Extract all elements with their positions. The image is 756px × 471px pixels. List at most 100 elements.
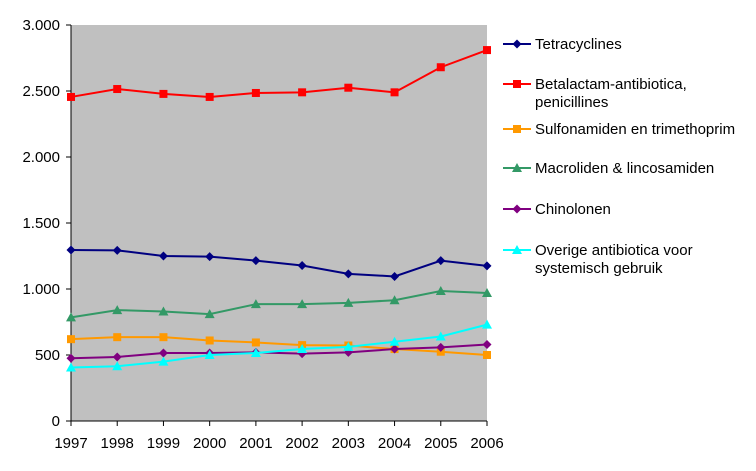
axes: 0 500 1.000 1.500 2.000 2.500 3.000 1997 1998 199… bbox=[22, 17, 503, 452]
data-point bbox=[159, 89, 168, 98]
data-point bbox=[343, 297, 354, 307]
data-point bbox=[482, 339, 492, 349]
data-point bbox=[66, 312, 76, 322]
data-point bbox=[297, 261, 307, 271]
plot-area bbox=[71, 25, 487, 421]
y-tick-label: 1.000 bbox=[22, 281, 60, 298]
series-layer bbox=[66, 46, 492, 372]
data-point bbox=[66, 362, 76, 372]
data-point bbox=[436, 342, 446, 352]
data-point bbox=[112, 305, 123, 315]
data-point bbox=[483, 351, 491, 359]
data-point bbox=[205, 252, 215, 262]
data-point bbox=[390, 344, 400, 354]
data-point bbox=[66, 245, 76, 255]
x-tick-label: 2004 bbox=[378, 435, 411, 452]
legend-label: penicillines bbox=[535, 94, 608, 111]
y-tick-label: 1.500 bbox=[22, 215, 60, 232]
data-point bbox=[158, 251, 168, 261]
data-point bbox=[250, 348, 261, 358]
data-point bbox=[158, 356, 169, 366]
data-point bbox=[158, 306, 169, 316]
x-tick-label: 2000 bbox=[193, 435, 226, 452]
legend-marker bbox=[512, 39, 522, 49]
legend-entry: Tetracyclines bbox=[503, 36, 622, 53]
x-tick-label: 2003 bbox=[332, 435, 365, 452]
data-point bbox=[297, 299, 308, 309]
legend-marker bbox=[512, 245, 522, 254]
legend-entry: Chinolonen bbox=[503, 201, 611, 218]
data-point bbox=[250, 299, 261, 309]
x-tick-label: 1998 bbox=[101, 435, 134, 452]
data-point bbox=[390, 271, 400, 281]
data-point bbox=[159, 333, 168, 342]
legend-label: Macroliden & lincosamiden bbox=[535, 160, 714, 177]
legend-entry: Betalactam-antibiotica,penicillines bbox=[503, 76, 687, 111]
series-line bbox=[70, 336, 488, 356]
legend-label: Sulfonamiden en trimethoprim bbox=[535, 121, 735, 138]
data-point bbox=[482, 319, 492, 329]
series-4 bbox=[66, 285, 492, 322]
data-point bbox=[344, 83, 353, 92]
data-point bbox=[436, 63, 445, 72]
legend-label: Betalactam-antibiotica, bbox=[535, 76, 687, 93]
data-point bbox=[343, 341, 354, 351]
data-point bbox=[390, 88, 399, 97]
legend-entry: Sulfonamiden en trimethoprim bbox=[503, 121, 735, 138]
data-point bbox=[113, 85, 122, 94]
data-point bbox=[112, 361, 123, 371]
data-point bbox=[483, 46, 491, 55]
legend-label: Chinolonen bbox=[535, 201, 611, 218]
series-line bbox=[70, 323, 488, 369]
data-point bbox=[389, 336, 400, 346]
data-point bbox=[343, 269, 353, 279]
data-point bbox=[435, 285, 446, 295]
data-point bbox=[389, 295, 400, 305]
data-point bbox=[251, 256, 261, 266]
x-tick-label: 2001 bbox=[239, 435, 272, 452]
series-2 bbox=[67, 46, 491, 101]
data-point bbox=[482, 261, 492, 271]
series-line bbox=[70, 49, 488, 98]
legend-label: Overige antibiotica voor bbox=[535, 242, 693, 259]
data-point bbox=[205, 336, 214, 345]
data-point bbox=[205, 92, 214, 101]
data-point bbox=[66, 353, 76, 363]
y-tick-label: 3.000 bbox=[22, 17, 60, 34]
x-tick-label: 2006 bbox=[470, 435, 503, 452]
x-tick-label: 1999 bbox=[147, 435, 180, 452]
x-tick-label: 2002 bbox=[285, 435, 318, 452]
data-point bbox=[297, 344, 308, 354]
data-point bbox=[251, 88, 260, 97]
series-6 bbox=[66, 319, 492, 372]
legend-entry: Macroliden & lincosamiden bbox=[503, 160, 714, 177]
data-point bbox=[482, 287, 492, 297]
data-point bbox=[435, 331, 446, 341]
data-point bbox=[158, 348, 168, 358]
data-point bbox=[112, 352, 122, 362]
data-point bbox=[204, 350, 215, 359]
y-tick-label: 2.500 bbox=[22, 83, 60, 100]
y-tick-label: 2.000 bbox=[22, 149, 60, 166]
legend-marker bbox=[513, 80, 521, 88]
data-point bbox=[113, 333, 122, 342]
data-point bbox=[204, 309, 215, 319]
y-tick-label: 0 bbox=[52, 413, 60, 430]
data-point bbox=[298, 88, 307, 97]
data-point bbox=[436, 256, 446, 266]
series-line bbox=[70, 289, 488, 319]
data-point bbox=[67, 92, 75, 101]
legend-label: Tetracyclines bbox=[535, 36, 622, 53]
legend-marker bbox=[512, 204, 522, 214]
series-1 bbox=[66, 245, 492, 281]
legend-marker bbox=[512, 163, 522, 172]
x-tick-label: 1997 bbox=[54, 435, 87, 452]
series-line bbox=[70, 249, 488, 278]
legend: Tetracyclines Betalactam-antibiotica,peni… bbox=[503, 36, 735, 277]
x-tick-label: 2005 bbox=[424, 435, 457, 452]
legend-marker bbox=[513, 125, 521, 133]
data-point bbox=[251, 338, 260, 347]
series-line bbox=[70, 343, 488, 360]
